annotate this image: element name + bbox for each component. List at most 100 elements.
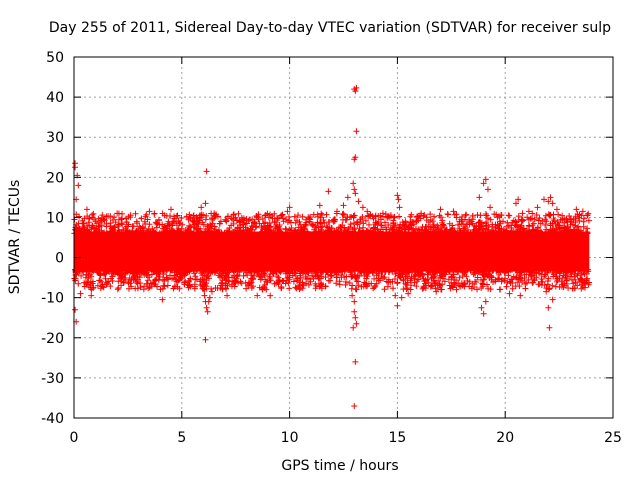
data-point [492,276,499,283]
data-point [462,224,469,231]
data-point [126,274,133,281]
data-point [76,213,83,220]
data-point [89,278,96,285]
data-point [377,277,384,284]
data-point [483,281,490,288]
data-point [389,278,396,285]
data-point [524,214,531,221]
data-point [484,186,491,193]
data-point [323,211,330,218]
data-point [382,211,389,218]
data-point [371,284,378,291]
data-point [287,219,294,226]
y-tick-label: 30 [46,130,64,146]
data-point [531,216,538,223]
data-point [350,220,357,227]
data-point [106,230,113,237]
data-point [246,228,253,235]
data-point [517,228,524,235]
x-tick-label: 5 [177,430,186,446]
data-point [457,283,464,290]
data-point [437,223,444,230]
data-point [153,220,160,227]
data-point [543,288,550,295]
data-point [536,266,543,273]
data-point [454,266,461,273]
data-point [251,266,258,273]
data-point [554,222,561,229]
data-point [340,230,347,237]
data-point [539,218,546,225]
data-point [475,269,482,276]
data-point [441,229,448,236]
data-point [458,216,465,223]
data-point [370,215,377,222]
data-point [108,270,115,277]
data-point [361,272,368,279]
x-tick-labels: 0 5 10 15 20 25 [70,430,622,446]
data-point [151,210,158,217]
data-point [325,188,332,195]
data-point [567,221,574,228]
data-point [197,276,204,283]
data-point [451,228,458,235]
data-point [77,290,84,297]
data-point [267,223,274,230]
data-point [186,224,193,231]
data-point [381,286,388,293]
data-point [503,283,510,290]
data-point [373,272,380,279]
data-point [322,283,329,290]
chart-title: Day 255 of 2011, Sidereal Day-to-day VTE… [49,20,611,36]
data-point [360,220,367,227]
data-point [230,266,237,273]
data-point [109,216,116,223]
data-point [262,219,269,226]
data-point [413,283,420,290]
data-point [176,276,183,283]
data-point [546,324,553,331]
data-point [578,276,585,283]
data-point [130,223,137,230]
data-point [102,275,109,282]
data-point [149,225,156,232]
data-point [257,273,264,280]
data-point [98,214,105,221]
data-point [260,283,267,290]
data-point [508,224,515,231]
data-point [352,154,359,161]
data-point [117,278,124,285]
data-point [506,290,513,297]
data-point [134,220,141,227]
data-point [421,226,428,233]
data-point [429,282,436,289]
y-tick-label: -10 [41,291,64,307]
data-point [437,206,444,213]
data-point [436,212,443,219]
data-point [238,280,245,287]
data-point [549,268,556,274]
data-point [364,282,371,289]
data-point [547,227,554,234]
data-point [442,271,449,278]
data-point [472,270,479,277]
data-point [487,204,494,211]
data-point [330,229,337,236]
data-point [169,227,176,234]
data-point [450,271,457,278]
data-point [144,280,151,287]
data-point [476,227,483,234]
data-point [300,230,307,237]
data-point [273,268,280,275]
data-point [298,224,305,231]
data-point [137,284,144,291]
data-point [72,306,79,313]
data-point [230,272,237,279]
data-point [386,229,393,236]
data-point [536,215,543,222]
data-point [578,271,585,278]
data-point [161,283,168,290]
y-tick-label: 0 [55,251,64,267]
data-point [163,274,170,281]
data-point [462,268,469,275]
